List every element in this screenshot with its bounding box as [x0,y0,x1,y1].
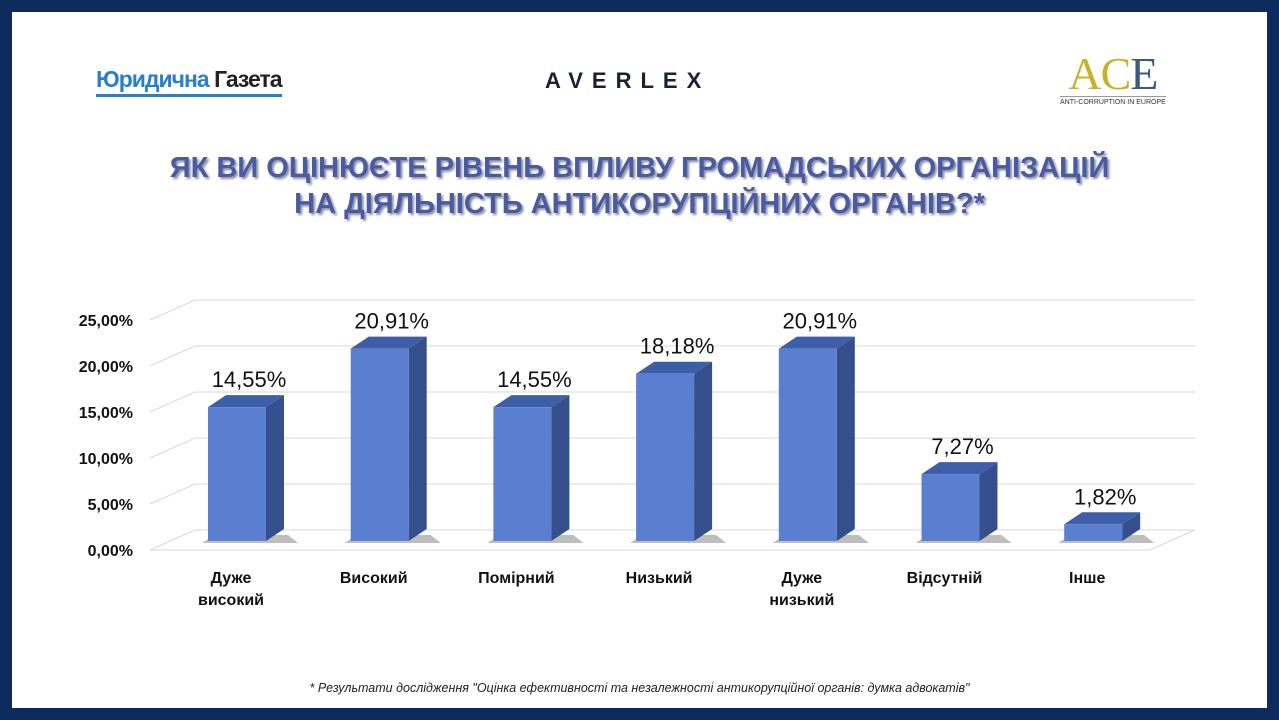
bar-top [921,462,998,475]
footnote: * Результати дослідження "Оцінка ефектив… [309,681,970,695]
gridline [149,483,1195,505]
x-tick-label: Дуже [211,570,252,587]
bar [1064,524,1123,541]
bar-side [266,395,284,541]
bar-top [1064,512,1141,525]
bar-top [636,361,713,374]
gridline [149,437,1195,459]
data-label: 7,27% [931,434,993,459]
gridline [149,345,1195,367]
data-label: 20,91% [354,309,429,334]
bar [778,348,837,541]
yurydychna-gazeta-logo: Юридична Газета [96,66,283,97]
y-tick-label: 20,00% [79,359,133,376]
gridline [149,529,1195,551]
y-tick-label: 25,00% [79,313,133,330]
chart-title: ЯК ВИ ОЦІНЮЄТЕ РІВЕНЬ ВПЛИВУ ГРОМАДСЬКИХ… [169,152,1110,220]
bar-side [1122,512,1141,541]
bar [493,407,552,541]
bar-top [778,336,855,349]
data-label: 1,82% [1074,484,1136,509]
y-tick-label: 15,00% [79,405,133,422]
x-tick-label: Високий [340,570,408,587]
y-tick-label: 0,00% [88,543,133,560]
x-tick-label: Низький [626,570,693,587]
bar-side [979,462,998,541]
x-tick-label: низький [769,592,834,609]
gridline [149,299,1195,321]
bar-top [350,336,427,349]
x-tick-label: Помірний [478,570,554,587]
x-tick-label: Дуже [781,570,822,587]
bar-top [493,395,570,408]
bar [350,348,409,541]
data-label: 14,55% [497,367,572,392]
bar-side [408,336,427,541]
bar [921,474,980,541]
y-tick-label: 10,00% [79,451,133,468]
bar-side [836,336,855,541]
averlex-logo: AVERLEX [545,68,711,93]
bar-side [551,395,570,541]
data-label: 18,18% [640,334,715,359]
x-tick-label: Відсутній [907,570,983,587]
x-tick-label: високий [198,592,264,609]
bar-side [694,361,713,541]
bar-top [208,395,284,408]
y-tick-label: 5,00% [88,497,133,514]
data-label: 20,91% [782,309,857,334]
bar [636,373,695,541]
floor-edge [150,529,1196,551]
bar [208,407,266,541]
gridline [149,391,1195,413]
ace-logo: ACE ANTI-CORRUPTION IN EUROPE [1060,48,1166,106]
x-tick-label: Інше [1069,570,1105,587]
data-label: 14,55% [212,367,287,392]
slide [12,12,1267,708]
